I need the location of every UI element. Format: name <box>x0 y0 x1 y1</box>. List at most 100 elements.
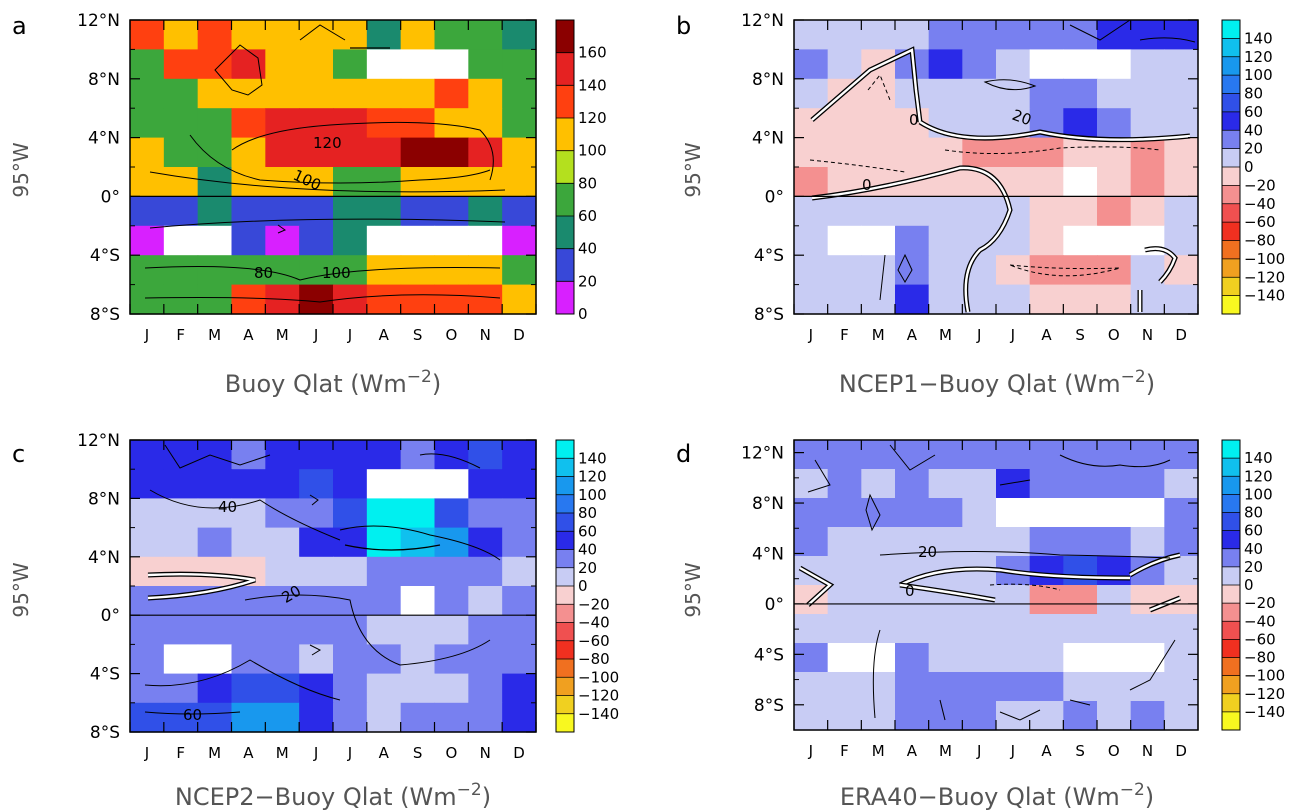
colorbar-label: 80 <box>578 174 597 192</box>
heatmap-cell <box>962 672 997 702</box>
heatmap-cell <box>265 225 300 256</box>
colorbar-swatch <box>556 513 574 532</box>
heatmap-cell <box>400 284 436 315</box>
colorbar-swatch <box>556 85 574 119</box>
colorbar-swatch <box>556 549 574 569</box>
panel-a: a 120 100 80 100 12°N 8°N 4°N 0° 4°S 8°S J F M A M… <box>9 11 607 398</box>
heatmap-cell <box>468 20 503 50</box>
heatmap-cell <box>895 527 930 557</box>
heatmap-cell <box>163 78 199 109</box>
heatmap-cell <box>928 49 963 80</box>
heatmap-cell <box>1164 284 1199 315</box>
heatmap-cell <box>1164 643 1199 673</box>
y-tick-label: 8°N <box>752 494 784 514</box>
colorbar-swatch <box>1222 295 1240 315</box>
heatmap-cell <box>265 702 300 733</box>
colorbar-swatch <box>1222 148 1240 168</box>
colorbar-swatch <box>1222 711 1240 731</box>
heatmap-cell <box>1164 556 1199 586</box>
heatmap-cell <box>366 673 402 704</box>
colorbar-label: −60 <box>1244 630 1276 648</box>
colorbar-label: 40 <box>1244 121 1263 139</box>
heatmap-cell <box>1164 440 1199 470</box>
colorbar-label: −120 <box>578 687 619 705</box>
heatmap-cell <box>794 498 829 528</box>
heatmap-cell <box>299 255 334 286</box>
heatmap-cell <box>502 673 537 704</box>
colorbar-label: −100 <box>578 668 619 686</box>
colorbar-swatch <box>556 677 574 696</box>
heatmap-cell <box>265 469 300 499</box>
heatmap-cell <box>400 469 436 499</box>
heatmap-cell <box>1130 643 1165 673</box>
colorbar-swatch <box>556 216 574 250</box>
heatmap-cell <box>996 643 1031 673</box>
y-tick-label: 0° <box>765 187 784 207</box>
colorbar-swatch <box>1222 585 1240 604</box>
month-label: M <box>872 742 885 760</box>
month-label: O <box>1108 326 1120 344</box>
heatmap-cell <box>265 673 300 704</box>
month-label: N <box>1142 326 1153 344</box>
y-tick-label: 8°N <box>752 70 784 90</box>
heatmap-cell <box>502 586 537 616</box>
heatmap-cell <box>130 20 165 50</box>
heatmap-cell <box>130 225 165 256</box>
heatmap-cell <box>197 556 233 587</box>
heatmap-cell <box>366 556 402 587</box>
heatmap-cell <box>962 20 997 50</box>
heatmap-cell <box>163 284 199 315</box>
heatmap-cell <box>434 586 469 616</box>
heatmap-cell <box>468 702 503 733</box>
heatmap-cell <box>827 469 862 499</box>
heatmap-cell <box>434 673 469 704</box>
panel-d-ylabel: 95°W <box>681 562 705 617</box>
colorbar-swatch <box>556 567 574 587</box>
heatmap-cell <box>1164 20 1199 50</box>
heatmap-cell <box>794 284 829 315</box>
colorbar-label: 100 <box>578 486 607 504</box>
heatmap-cell <box>299 78 334 109</box>
colorbar-swatch <box>556 52 574 86</box>
heatmap-cell <box>130 196 165 227</box>
month-label: N <box>1142 742 1153 760</box>
heatmap-cell <box>197 284 233 315</box>
heatmap-cell <box>197 108 233 139</box>
month-label: M <box>276 744 289 762</box>
colorbar-label: −60 <box>578 632 610 650</box>
heatmap-cell <box>163 49 199 80</box>
colorbar-label: −40 <box>1244 612 1276 630</box>
month-label: D <box>513 326 525 344</box>
month-label: O <box>446 326 458 344</box>
colorbar-label: −100 <box>1244 250 1285 268</box>
heatmap-cell <box>827 643 862 673</box>
heatmap-cell <box>827 672 862 702</box>
heatmap-cell <box>197 615 233 645</box>
heatmap-cell <box>130 498 165 529</box>
contour-label: 100 <box>322 264 351 282</box>
heatmap-cell <box>895 440 930 470</box>
heatmap-cell <box>794 469 829 499</box>
heatmap-cell <box>794 643 829 673</box>
heatmap-cell <box>928 440 963 470</box>
heatmap-cell <box>861 20 896 50</box>
heatmap-cell <box>1130 137 1165 168</box>
y-tick-label: 4°N <box>88 129 120 149</box>
heatmap-cell <box>794 672 829 702</box>
heatmap-cell <box>1063 137 1098 168</box>
panel-b: b 0 20 0 12°N 8°N 4°N 0° 4°S 8°S J F M <box>676 11 1285 398</box>
panel-b-ylabel: 95°W <box>681 142 705 197</box>
heatmap-cell <box>400 702 436 733</box>
heatmap-cell <box>333 702 368 733</box>
heatmap-cell <box>299 137 334 168</box>
heatmap-cell <box>1097 49 1132 80</box>
heatmap-cell <box>861 284 896 315</box>
heatmap-cell <box>1164 196 1199 227</box>
colorbar-swatch <box>556 150 574 184</box>
heatmap-cell <box>827 137 862 168</box>
heatmap-cell <box>434 255 469 286</box>
month-label: M <box>872 326 885 344</box>
heatmap-cell <box>1164 614 1199 644</box>
heatmap-cell <box>400 167 436 197</box>
heatmap-cell <box>468 556 503 587</box>
